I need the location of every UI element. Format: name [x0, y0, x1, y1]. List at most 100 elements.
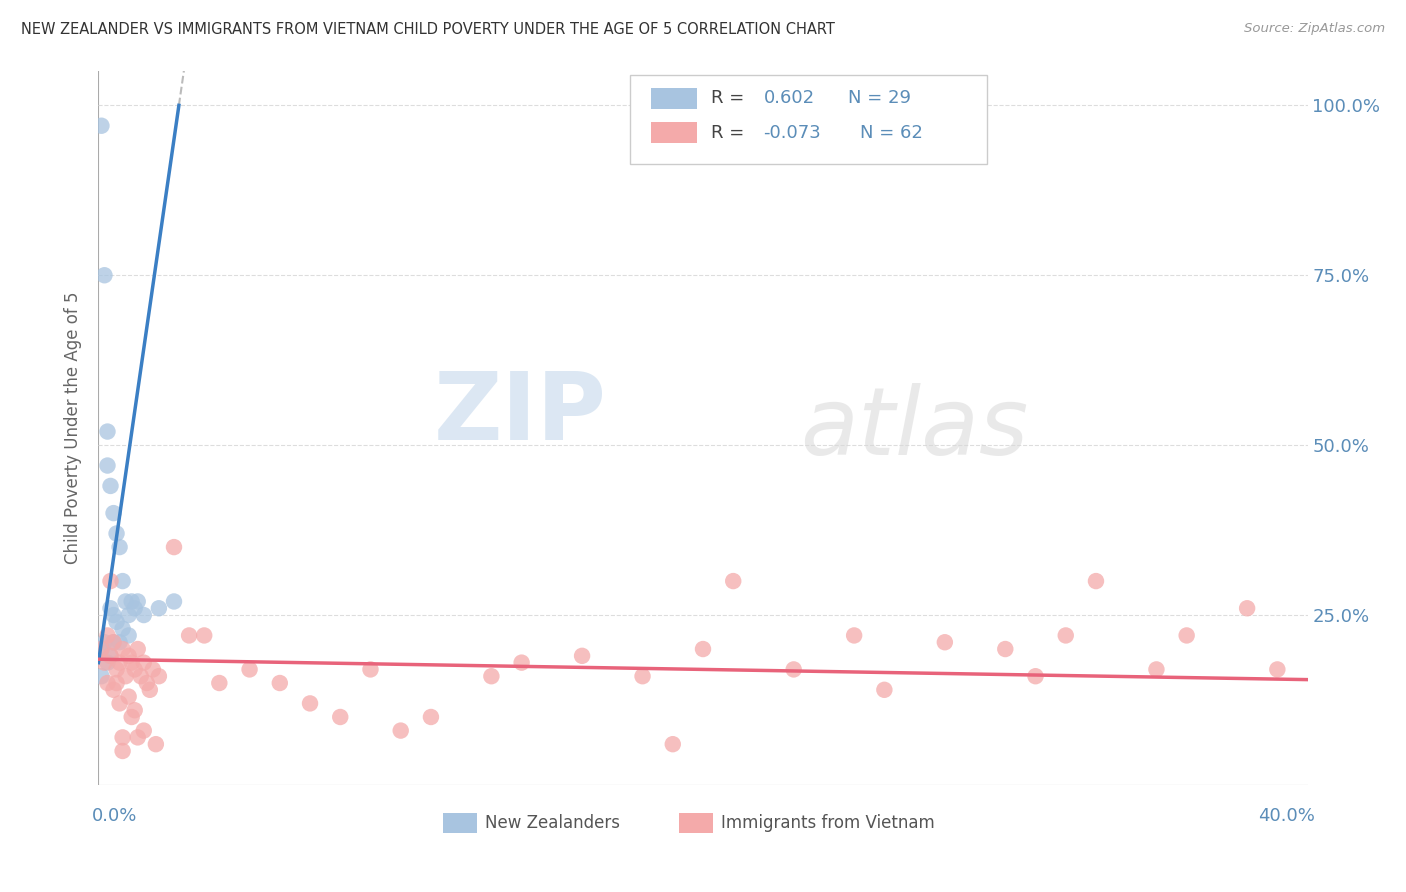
- Point: [103, 635, 125, 649]
- Point: [661, 737, 683, 751]
- Point: [105, 615, 128, 629]
- Point: [111, 574, 134, 588]
- FancyBboxPatch shape: [630, 75, 987, 164]
- Point: [1175, 628, 1198, 642]
- Text: NEW ZEALANDER VS IMMIGRANTS FROM VIETNAM CHILD POVERTY UNDER THE AGE OF 5 CORREL: NEW ZEALANDER VS IMMIGRANTS FROM VIETNAM…: [21, 22, 835, 37]
- Text: New Zealanders: New Zealanders: [485, 814, 620, 831]
- Point: [124, 703, 146, 717]
- Point: [90, 642, 112, 657]
- Point: [142, 662, 165, 676]
- Point: [118, 648, 141, 663]
- Text: R =: R =: [711, 124, 751, 142]
- Point: [108, 635, 131, 649]
- Point: [96, 676, 118, 690]
- Point: [103, 635, 125, 649]
- Text: 40.0%: 40.0%: [1258, 807, 1315, 825]
- Text: atlas: atlas: [800, 383, 1028, 474]
- Point: [114, 669, 136, 683]
- Point: [420, 710, 443, 724]
- FancyBboxPatch shape: [443, 813, 477, 833]
- Point: [100, 574, 122, 588]
- Point: [105, 526, 128, 541]
- Point: [121, 656, 143, 670]
- Point: [111, 642, 134, 657]
- Text: N = 29: N = 29: [848, 89, 911, 107]
- Point: [571, 648, 593, 663]
- Point: [360, 662, 382, 676]
- Point: [145, 737, 167, 751]
- Point: [1144, 662, 1167, 676]
- Text: R =: R =: [711, 89, 751, 107]
- Point: [723, 574, 745, 588]
- Point: [132, 608, 155, 623]
- Point: [103, 682, 125, 697]
- Point: [127, 642, 149, 657]
- Point: [873, 682, 896, 697]
- Point: [96, 458, 118, 473]
- Point: [208, 676, 231, 690]
- Point: [103, 506, 125, 520]
- Point: [111, 622, 134, 636]
- Point: [90, 119, 112, 133]
- Text: 0.602: 0.602: [763, 89, 814, 107]
- Point: [105, 676, 128, 690]
- Point: [118, 690, 141, 704]
- Point: [389, 723, 412, 738]
- Point: [239, 662, 262, 676]
- Point: [124, 601, 146, 615]
- Point: [148, 601, 170, 615]
- Point: [299, 697, 322, 711]
- Point: [114, 594, 136, 608]
- Point: [631, 669, 654, 683]
- Point: [127, 731, 149, 745]
- Point: [100, 479, 122, 493]
- Point: [129, 669, 152, 683]
- Point: [100, 601, 122, 615]
- Point: [111, 744, 134, 758]
- Point: [118, 608, 141, 623]
- Point: [844, 628, 866, 642]
- Point: [127, 594, 149, 608]
- Point: [139, 682, 162, 697]
- Point: [329, 710, 352, 724]
- Point: [103, 608, 125, 623]
- Y-axis label: Child Poverty Under the Age of 5: Child Poverty Under the Age of 5: [65, 292, 83, 565]
- FancyBboxPatch shape: [679, 813, 713, 833]
- Point: [1085, 574, 1108, 588]
- Point: [132, 723, 155, 738]
- Text: ZIP: ZIP: [433, 368, 606, 460]
- FancyBboxPatch shape: [651, 87, 697, 109]
- Point: [135, 676, 157, 690]
- Point: [100, 648, 122, 663]
- Point: [96, 628, 118, 642]
- Point: [90, 642, 112, 657]
- Point: [90, 669, 112, 683]
- Point: [148, 669, 170, 683]
- Point: [994, 642, 1017, 657]
- Point: [179, 628, 201, 642]
- Point: [269, 676, 291, 690]
- Point: [96, 425, 118, 439]
- Point: [783, 662, 806, 676]
- Text: Source: ZipAtlas.com: Source: ZipAtlas.com: [1244, 22, 1385, 36]
- Point: [132, 656, 155, 670]
- Point: [93, 635, 115, 649]
- Text: Immigrants from Vietnam: Immigrants from Vietnam: [721, 814, 935, 831]
- Point: [121, 594, 143, 608]
- Point: [93, 656, 115, 670]
- Point: [105, 662, 128, 676]
- Point: [124, 662, 146, 676]
- Point: [510, 656, 533, 670]
- Text: N = 62: N = 62: [860, 124, 924, 142]
- Point: [1024, 669, 1046, 683]
- Point: [163, 540, 186, 554]
- Point: [692, 642, 714, 657]
- Point: [111, 731, 134, 745]
- Point: [100, 648, 122, 663]
- Point: [93, 268, 115, 283]
- Point: [108, 540, 131, 554]
- Point: [1054, 628, 1077, 642]
- Point: [1236, 601, 1258, 615]
- Point: [934, 635, 956, 649]
- Point: [108, 656, 131, 670]
